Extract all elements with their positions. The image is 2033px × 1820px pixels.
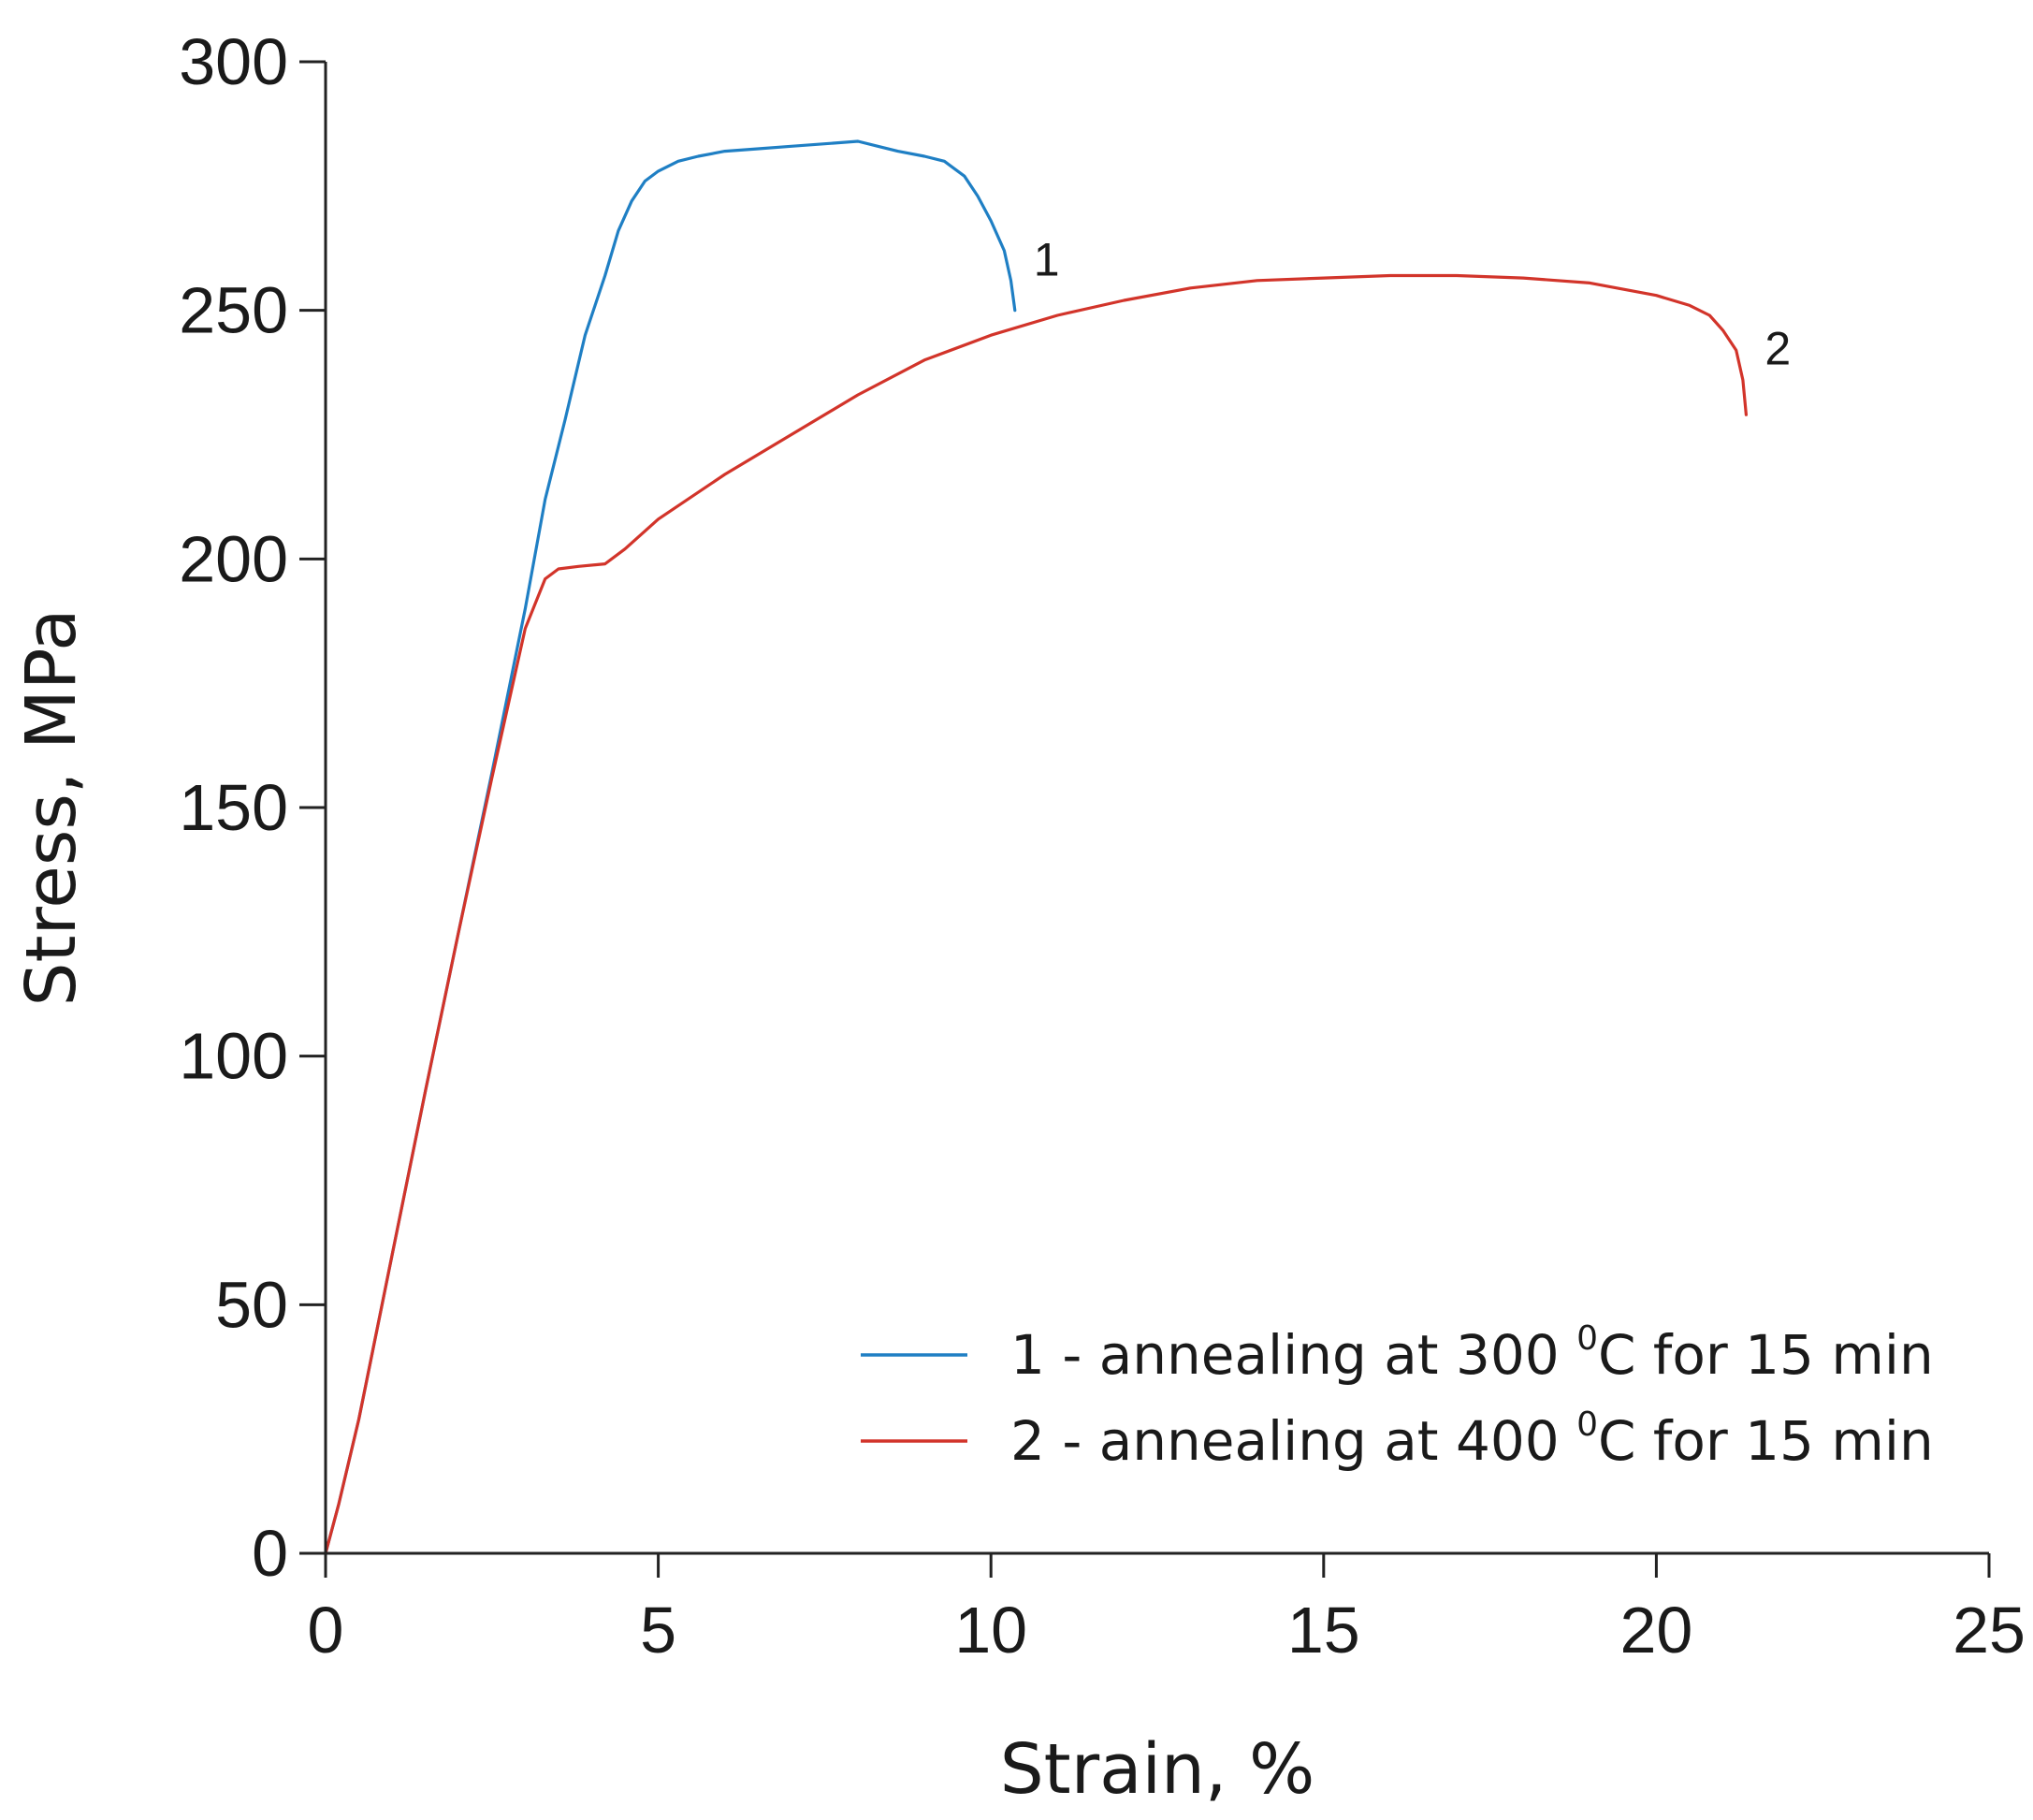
- legend-label-1: 1 - annealing at 300 0C for 15 min: [1010, 1319, 1934, 1387]
- y-tick-label: 300: [179, 25, 288, 98]
- x-tick-label: 0: [308, 1594, 344, 1667]
- y-tick-label: 150: [179, 771, 288, 844]
- y-axis-ticks: 0 50 100 150 200 250 300: [179, 25, 326, 1590]
- legend-label-2: 2 - annealing at 400 0C for 15 min: [1010, 1405, 1934, 1473]
- plot-area: 12: [324, 139, 1791, 1555]
- curve-label-1: 1: [1034, 234, 1060, 286]
- series-layer: [324, 139, 1748, 1555]
- axes: 0 50 100 150 200 250 300 0 5 10 15 20 25: [179, 25, 2026, 1667]
- legend-item-2: 2 - annealing at 400 0C for 15 min: [861, 1405, 1934, 1473]
- series-line-2: [324, 273, 1748, 1555]
- y-tick-label: 200: [179, 522, 288, 595]
- y-axis-title: Stress, MPa: [11, 609, 92, 1007]
- y-tick-label: 50: [215, 1268, 288, 1341]
- y-tick-label: 0: [252, 1517, 288, 1590]
- legend-item-1: 1 - annealing at 300 0C for 15 min: [861, 1319, 1934, 1387]
- x-tick-label: 25: [1953, 1594, 2026, 1667]
- curve-label-2: 2: [1764, 322, 1791, 374]
- x-axis-ticks: 0 5 10 15 20 25: [308, 1553, 2026, 1667]
- curve-label-layer: 12: [1034, 234, 1791, 375]
- x-tick-label: 5: [640, 1594, 676, 1667]
- x-tick-label: 15: [1287, 1594, 1360, 1667]
- legend: 1 - annealing at 300 0C for 15 min 2 - an…: [861, 1319, 1934, 1473]
- y-tick-label: 100: [179, 1020, 288, 1093]
- x-tick-label: 20: [1619, 1594, 1692, 1667]
- x-axis-title: Strain, %: [1000, 1729, 1315, 1810]
- y-tick-label: 250: [179, 274, 288, 347]
- x-tick-label: 10: [954, 1594, 1027, 1667]
